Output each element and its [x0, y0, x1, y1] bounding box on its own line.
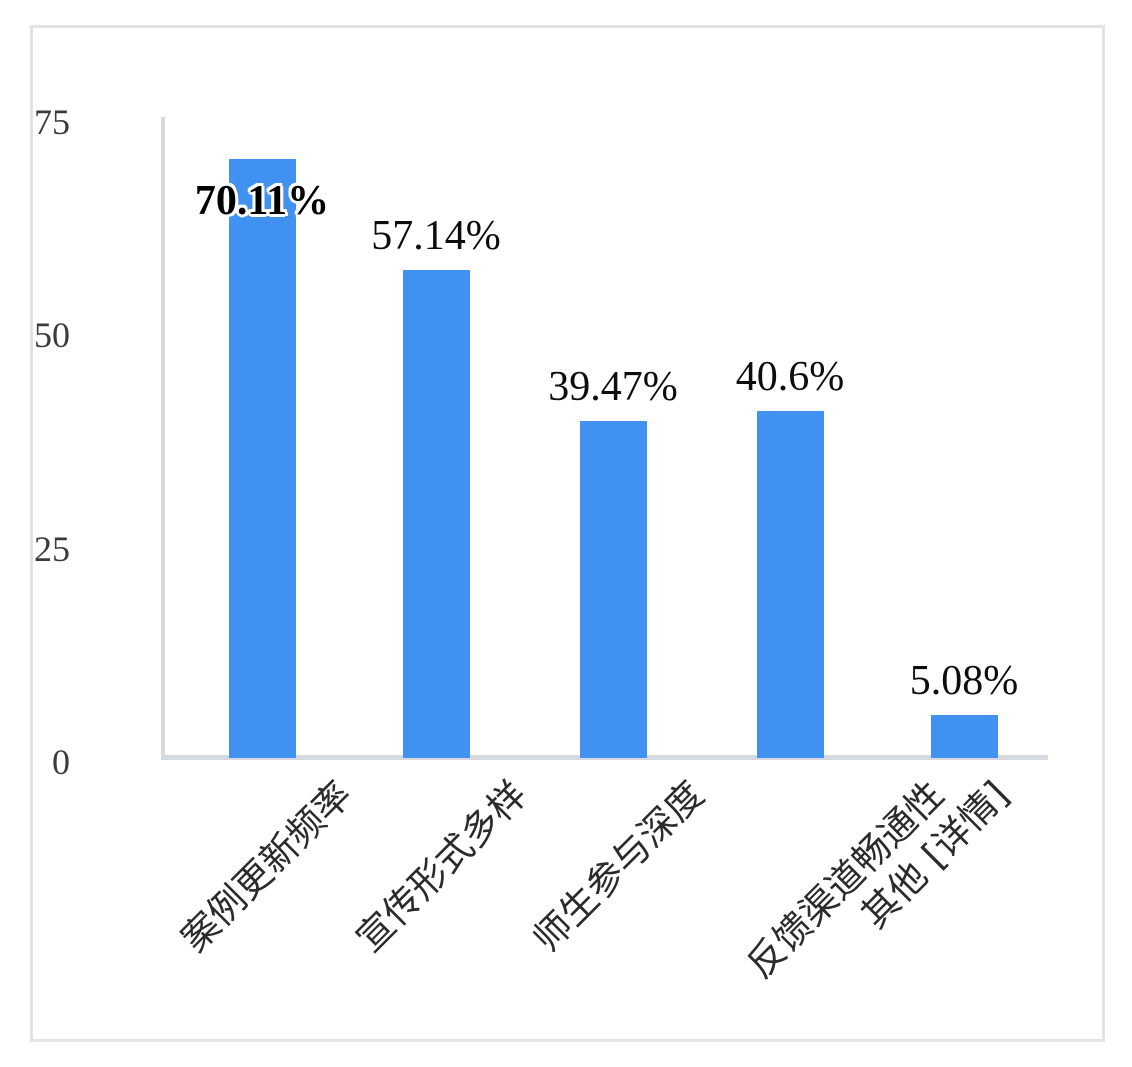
bar-value-3: 39.47%: [548, 363, 678, 410]
y-tick-label-0: 0: [52, 742, 70, 782]
y-tick-label-75: 75: [34, 102, 70, 142]
y-tick-label-25: 25: [34, 529, 70, 569]
bar-value-1: 70.11%: [194, 177, 330, 224]
bar-4[interactable]: [756, 411, 824, 758]
bar-2[interactable]: [402, 269, 470, 758]
bar-value-2: 57.14%: [371, 212, 501, 259]
bar-value-5: 5.08%: [909, 657, 1019, 704]
x-axis-label-3: 师生参与深度: [524, 772, 713, 961]
bar-1[interactable]: [228, 158, 296, 758]
bar-3[interactable]: [579, 420, 647, 758]
bar-5[interactable]: [930, 714, 998, 758]
chart-frame: [30, 25, 1105, 1042]
y-axis-line: [161, 117, 165, 758]
bar-value-4: 40.6%: [735, 354, 845, 400]
x-axis-label-1: 案例更新频率: [172, 772, 361, 961]
x-axis-label-2: 宣传形式多样: [347, 772, 536, 961]
y-tick-label-50: 50: [34, 315, 70, 355]
